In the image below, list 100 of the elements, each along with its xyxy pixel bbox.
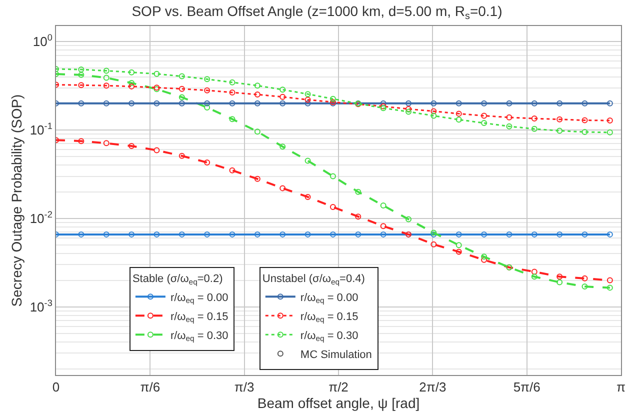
- point: [456, 100, 462, 106]
- point: [103, 100, 110, 106]
- point: [380, 231, 386, 238]
- point: [280, 185, 286, 192]
- point: [304, 91, 311, 98]
- point: [406, 106, 412, 112]
- point: [380, 202, 386, 209]
- point: [430, 112, 437, 119]
- point: [556, 116, 563, 122]
- point: [556, 100, 563, 106]
- point: [78, 138, 84, 144]
- point: [606, 284, 613, 291]
- point: [178, 231, 185, 238]
- point: [406, 108, 412, 115]
- point: [506, 231, 512, 238]
- point: [128, 69, 135, 76]
- point: [204, 159, 210, 166]
- point: [78, 72, 84, 78]
- point: [280, 144, 286, 150]
- point: [128, 80, 135, 86]
- point: [481, 231, 488, 238]
- point: [254, 92, 260, 98]
- point: [606, 129, 613, 136]
- legend-label: r/ω$_{eq}$ = 0.00: [170, 292, 228, 306]
- point: [606, 100, 613, 106]
- point: [103, 231, 110, 238]
- x-tick-label: π/6: [140, 380, 160, 395]
- point: [606, 231, 613, 238]
- legend-label: r/ω$_{eq}$ = 0.30: [170, 330, 228, 344]
- y-tick-label: 10$^{-3}$: [30, 298, 52, 314]
- point: [582, 100, 588, 106]
- point: [582, 231, 588, 238]
- point: [178, 73, 185, 80]
- point: [178, 86, 185, 92]
- point: [254, 82, 260, 89]
- legend-label: r/ω$_{eq}$ = 0.15: [170, 310, 228, 324]
- point: [380, 100, 386, 106]
- point: [456, 242, 462, 248]
- point: [178, 94, 185, 100]
- point: [355, 214, 362, 220]
- point: [481, 256, 488, 263]
- point: [204, 76, 210, 82]
- point: [531, 126, 538, 132]
- text: Unstabel (σ/ω$_{eq}$=0.4): [262, 273, 365, 286]
- x-tick-label: 2π/3: [419, 380, 446, 395]
- point: [606, 277, 613, 284]
- y-axis-title: Secrecy Outage Probability (SOP): [8, 94, 24, 307]
- point: [178, 152, 185, 159]
- point: [229, 167, 236, 174]
- point: [254, 100, 260, 106]
- point: [582, 117, 588, 124]
- point: [582, 284, 588, 290]
- point: [229, 116, 236, 122]
- point: [154, 147, 160, 154]
- point: [280, 86, 286, 93]
- point: [128, 100, 135, 106]
- point: [330, 96, 336, 102]
- point: [178, 100, 185, 106]
- point: [280, 231, 286, 238]
- point: [280, 100, 286, 106]
- point: [304, 194, 311, 200]
- point: [556, 274, 563, 280]
- x-tick-label: 5π/6: [513, 380, 540, 395]
- point: [406, 216, 412, 222]
- point: [78, 231, 84, 238]
- y-tick-label: 10$^{0}$: [32, 32, 52, 50]
- point: [406, 100, 412, 106]
- point: [78, 82, 84, 88]
- point: [506, 114, 512, 120]
- point: [304, 231, 311, 238]
- y-tick-label: 10$^{-2}$: [30, 210, 52, 226]
- x-axis-title: Beam offset angle, ψ [rad]: [257, 394, 420, 411]
- point: [229, 79, 236, 86]
- point: [154, 100, 160, 106]
- point: [154, 70, 160, 77]
- point: [481, 100, 488, 106]
- point: [481, 112, 488, 119]
- point: [128, 142, 135, 149]
- point: [254, 231, 260, 238]
- point: [330, 204, 336, 210]
- legend-label: r/ω$_{eq}$ = 0.30: [300, 330, 358, 344]
- point: [430, 100, 437, 106]
- point: [204, 87, 210, 94]
- legend-label: r/ω$_{eq}$ = 0.00: [300, 292, 358, 306]
- legend-label: r/ω$_{eq}$ = 0.15: [300, 310, 358, 324]
- point: [456, 110, 462, 117]
- point: [103, 74, 110, 81]
- point: [506, 100, 512, 106]
- point: [606, 118, 613, 124]
- point: [103, 82, 110, 89]
- point: [254, 128, 260, 135]
- point: [154, 231, 160, 238]
- point: [304, 158, 311, 164]
- point: [254, 176, 260, 182]
- point: [78, 66, 84, 73]
- legend-label: MC Simulation: [300, 348, 372, 361]
- point: [128, 83, 135, 90]
- point: [481, 254, 488, 260]
- point: [355, 188, 362, 195]
- x-tick-label: 0: [52, 380, 60, 395]
